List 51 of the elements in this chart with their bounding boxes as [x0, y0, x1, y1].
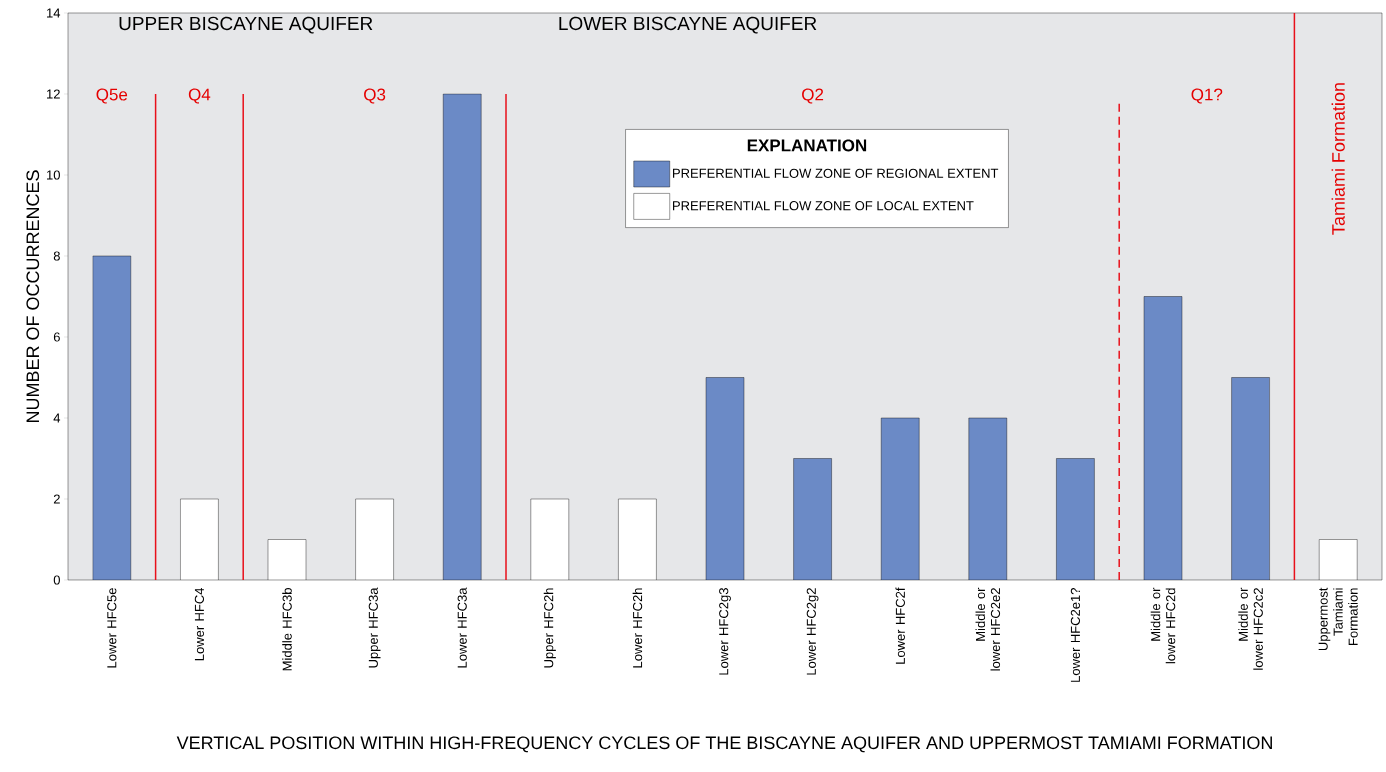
bar: [92, 255, 132, 580]
bar: [1231, 377, 1270, 580]
annotation: Q2: [802, 88, 824, 104]
x-tick-label: Lower HFC5e: [107, 588, 117, 668]
y-tick-label: 10: [47, 170, 60, 180]
y-tick-label: 2: [53, 494, 60, 504]
x-tick-label: Uppermost Tamiami Formation: [1318, 587, 1358, 651]
x-tick-label: Lower HFC2g3: [719, 588, 731, 675]
legend-label: PREFERENTIAL FLOW ZONE OF LOCAL EXTENT: [673, 201, 974, 211]
bar: [355, 498, 394, 580]
x-tick-label: Lower HFC4: [194, 587, 204, 661]
y-axis-title: NUMBER OF OCCURRENCES: [26, 170, 40, 423]
annotation: Q1?: [1191, 88, 1223, 104]
x-tick-label: Lower HFC2e1?: [1070, 588, 1080, 682]
y-tick-label: 14: [47, 8, 61, 18]
x-tick-label: Middle or lower HFC2e2: [975, 587, 1001, 671]
y-tick-label: 8: [53, 251, 60, 261]
annotation: UPPER BISCAYNE AQUIFER: [119, 16, 373, 34]
bar: [530, 498, 569, 580]
x-tick-label: Upper HFC3a: [368, 587, 381, 668]
bar: [793, 458, 832, 580]
y-tick-label: 4: [53, 413, 61, 423]
annotation: Q4: [188, 88, 211, 104]
bar: [881, 417, 920, 580]
bar: [1056, 458, 1095, 580]
x-tick-label: Lower HFC2h: [632, 588, 643, 668]
y-tick-label: 12: [47, 89, 60, 99]
y-tick-label: 6: [53, 332, 60, 342]
bar: [443, 93, 482, 580]
bar: [705, 377, 745, 580]
bar: [267, 539, 307, 580]
annotation: Q5e: [96, 88, 128, 104]
x-tick-label: Middle or lower HFC2d: [1150, 587, 1176, 664]
x-tick-label: Lower HFC3a: [457, 587, 467, 668]
x-axis-title: VERTICAL POSITION WITHIN HIGH-FREQUENCY CYCLES OF THE BISCAYNE AQUIFER AND UPPERMOST TAMIAMI FORMATION: [176, 736, 1272, 753]
bar: [1319, 539, 1358, 580]
legend-label: PREFERENTIAL FLOW ZONE OF REGIONAL EXTENT: [673, 168, 999, 178]
x-tick-label: Lower HFC2g2: [806, 588, 819, 675]
annotation: Q3: [364, 88, 386, 104]
annotation: LOWER BISCAYNE AQUIFER: [559, 16, 817, 34]
legend-title: EXPLANATION: [747, 139, 867, 152]
bar: [180, 498, 219, 580]
bar: [1143, 296, 1183, 580]
bar: [968, 417, 1007, 580]
x-tick-label: Middle or lower HFC2c2: [1238, 587, 1263, 670]
y-tick-label: 0: [53, 575, 60, 585]
x-tick-label: Lower HFC2f: [895, 587, 905, 664]
x-tick-label: Middle HFC3b: [282, 588, 292, 671]
x-tick-label: Upper HFC2h: [543, 588, 556, 668]
bar: [618, 498, 657, 580]
annotation: Tamiami Formation: [1331, 83, 1345, 235]
